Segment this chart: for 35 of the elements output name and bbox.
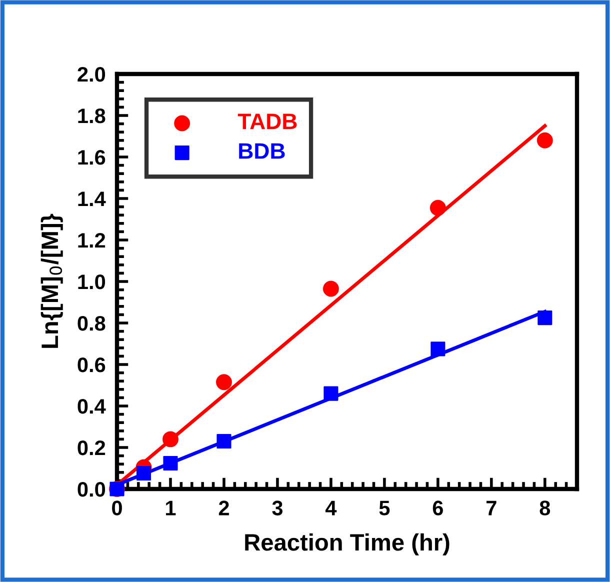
point (430, 342, 446, 356)
y-axis-title: Ln{[M]$_{0}$/[M]} (40, 214, 63, 348)
point (136, 466, 152, 481)
y-tick-label: 1.6 (78, 150, 106, 165)
x-tick-label: 1 (166, 500, 176, 516)
x-tick-label: 2 (218, 500, 229, 516)
y-tick-label: 1.2 (78, 233, 106, 248)
x-axis-title: Reaction Time (hr) (245, 533, 450, 556)
y-tick-label: 1.0 (78, 274, 106, 290)
legend-label: TADB (238, 114, 297, 130)
x-tick-label: 5 (379, 500, 390, 516)
y-tick-label: 0.4 (78, 399, 106, 414)
point (430, 200, 446, 216)
point (163, 456, 178, 471)
x-tick-label: 6 (432, 500, 443, 516)
x-tick-label: 7 (486, 500, 496, 516)
y-tick-label: 0.8 (78, 316, 106, 331)
point (324, 386, 338, 401)
point (536, 132, 553, 148)
point (162, 431, 178, 448)
point (216, 374, 232, 390)
y-tick-label: 0.2 (78, 440, 106, 456)
x-tick-label: 3 (272, 500, 283, 516)
y-tick-label: 2.0 (78, 67, 106, 82)
point (322, 280, 339, 297)
x-tick-label: 4 (325, 500, 337, 516)
y-tick-label: 0.0 (78, 482, 106, 497)
y-tick-label: 0.6 (78, 358, 106, 372)
x-tick-label: 0 (112, 500, 122, 516)
x-tick-label: 8 (540, 500, 550, 516)
point (216, 434, 232, 449)
legend-label: BDB (239, 143, 285, 159)
point (538, 310, 552, 326)
y-tick-label: 1.4 (78, 192, 106, 206)
y-tick-label: 1.8 (78, 108, 106, 124)
